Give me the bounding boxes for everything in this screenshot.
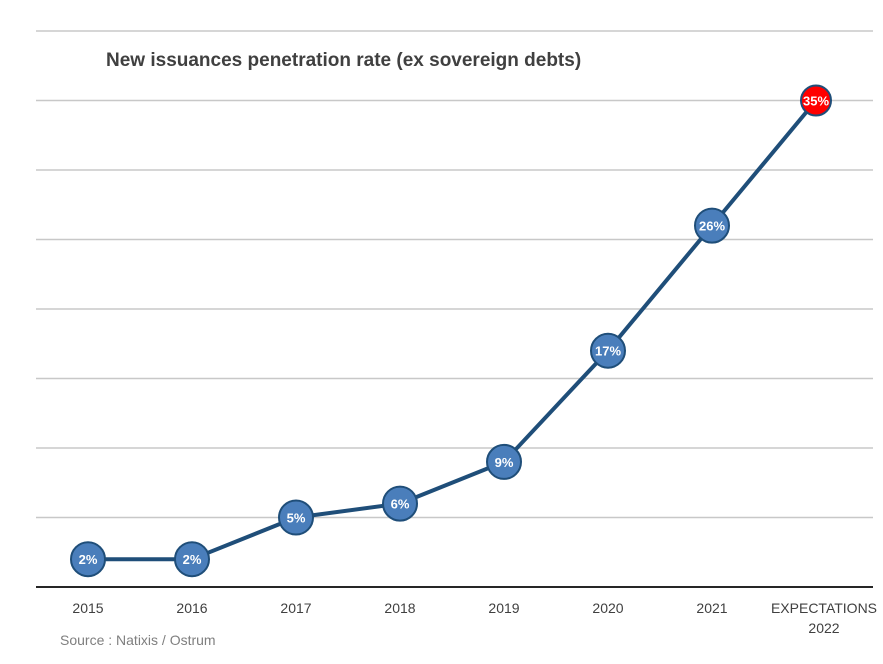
x-tick-label: 2021 <box>696 600 727 616</box>
chart-title: New issuances penetration rate (ex sover… <box>106 50 581 71</box>
series-line <box>88 99 818 562</box>
x-tick-label: 2016 <box>176 600 207 616</box>
x-tick-label: 2015 <box>72 600 103 616</box>
x-tick-label: 2019 <box>488 600 519 616</box>
data-point-marker <box>694 207 730 244</box>
data-label: 17% <box>595 344 621 359</box>
data-point-marker <box>382 485 418 522</box>
highlight-point-marker <box>800 84 832 117</box>
gridlines <box>36 30 873 519</box>
data-label: 26% <box>699 219 725 234</box>
data-point-marker <box>278 499 314 536</box>
data-point-marker <box>590 332 626 369</box>
data-point-marker <box>174 541 210 578</box>
source-note: Source : Natixis / Ostrum <box>60 632 216 648</box>
data-point-marker <box>70 541 106 578</box>
data-label: 35% <box>803 94 829 109</box>
x-tick-label: EXPECTATIONS 2022 <box>771 600 877 636</box>
x-tick-label: 2020 <box>592 600 623 616</box>
x-tick-labels: 2015 2016 2017 2018 2019 2020 2021 EXPECTATIONS… <box>72 600 877 636</box>
data-label: 2% <box>79 552 98 567</box>
x-tick-label: 2018 <box>384 600 415 616</box>
x-tick-label: 2017 <box>280 600 311 616</box>
data-label: 5% <box>287 511 306 526</box>
data-label: 9% <box>495 455 514 470</box>
data-point-marker <box>486 443 522 480</box>
data-label: 2% <box>183 552 202 567</box>
data-markers: 2% 2% 5% 6% 9% 17% 26% 35% <box>70 84 832 578</box>
data-label: 6% <box>391 497 410 512</box>
